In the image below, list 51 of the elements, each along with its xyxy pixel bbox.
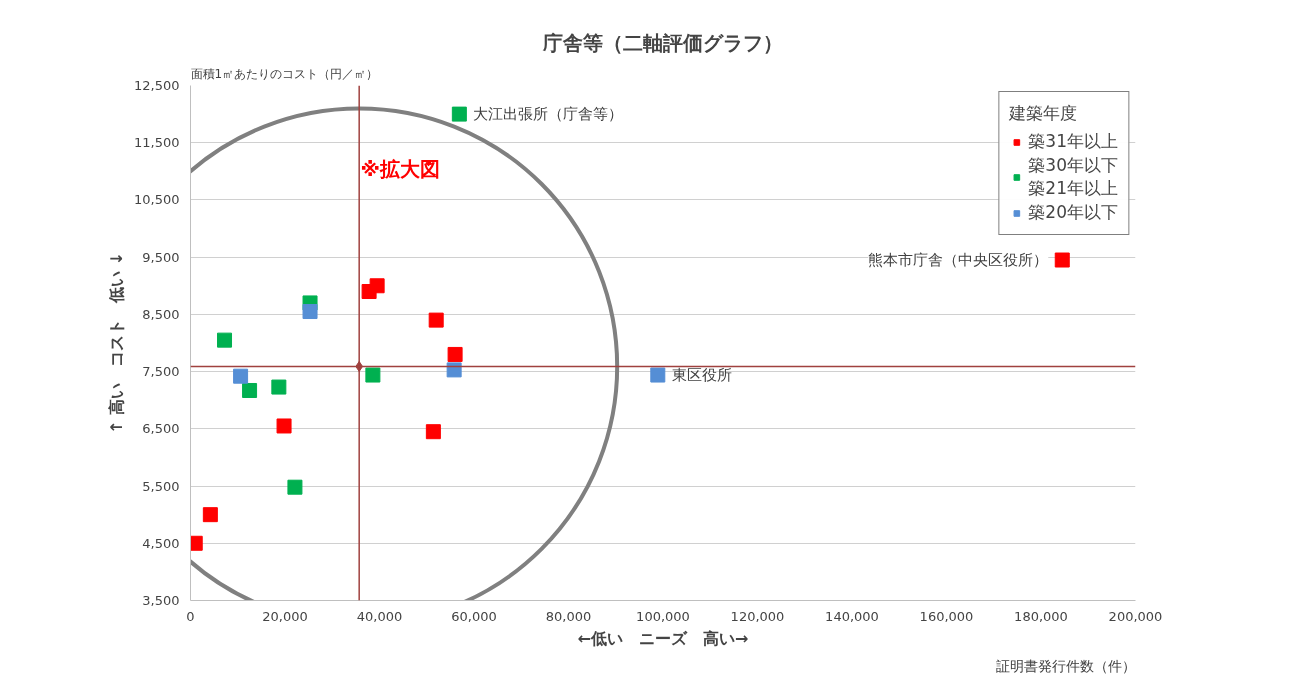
y-tick-label: 9,500 (142, 249, 180, 265)
point (287, 479, 303, 495)
y-tick-label: 8,500 (142, 306, 180, 322)
x-tick-label: 100,000 (636, 608, 690, 624)
x-tick-label: 160,000 (919, 608, 974, 624)
chart-title: 庁舎等（二軸評価グラフ） (542, 30, 783, 55)
y-tick-label: 3,500 (142, 593, 180, 608)
point (369, 278, 385, 294)
x-tick-label: 20,000 (262, 608, 308, 624)
x-tick-label: 80,000 (545, 608, 592, 624)
point (1054, 252, 1070, 268)
text: 証明書発行件数（件） (995, 657, 1136, 674)
x-tick-label: 200,000 (1108, 608, 1163, 624)
legend-title: 建築年度 (1009, 102, 1079, 125)
annotation: 東区役所 (671, 366, 732, 385)
annotation: 大江出張所（庁舎等） (473, 105, 624, 124)
point (446, 362, 462, 378)
point (217, 332, 233, 348)
y-tick-label: 11,500 (134, 135, 180, 151)
point (451, 106, 467, 122)
x-tick-label: 180,000 (1014, 608, 1068, 624)
x-tick-label: 0 (186, 608, 195, 624)
y-axis-title: ↑ 高い コスト 低い ↓ (107, 252, 127, 434)
annotation: ※拡大図 (360, 156, 440, 181)
y-tick-label: 6,500 (142, 421, 180, 437)
point (425, 424, 441, 440)
y-tick-label: 4,500 (142, 535, 180, 551)
point (650, 367, 666, 383)
point (242, 382, 258, 398)
point (233, 368, 249, 384)
point (302, 304, 318, 320)
text: 面積1㎡あたりのコスト（円／㎡） (190, 66, 379, 81)
y-tick-label: 12,500 (134, 78, 180, 93)
point (365, 367, 381, 383)
point (202, 507, 218, 523)
x-axis-title: ←低い ニーズ 高い→ (577, 628, 749, 648)
point (276, 418, 292, 434)
x-tick-label: 120,000 (730, 608, 785, 624)
x-tick-label: 40,000 (356, 608, 403, 624)
y-tick-label: 5,500 (142, 478, 180, 494)
point (428, 312, 444, 328)
legend-label: 築30年以下築21年以上 (1028, 154, 1118, 200)
point (271, 379, 287, 395)
legend-label: 築31年以上 (1028, 130, 1118, 153)
point (447, 346, 463, 362)
y-tick-label: 7,500 (142, 364, 180, 380)
annotation: 熊本市庁舎（中央区役所） (868, 251, 1049, 270)
x-tick-label: 60,000 (451, 608, 497, 624)
y-tick-label: 10,500 (134, 192, 180, 208)
x-tick-label: 140,000 (825, 608, 879, 624)
legend-label: 築20年以下 (1028, 201, 1118, 224)
